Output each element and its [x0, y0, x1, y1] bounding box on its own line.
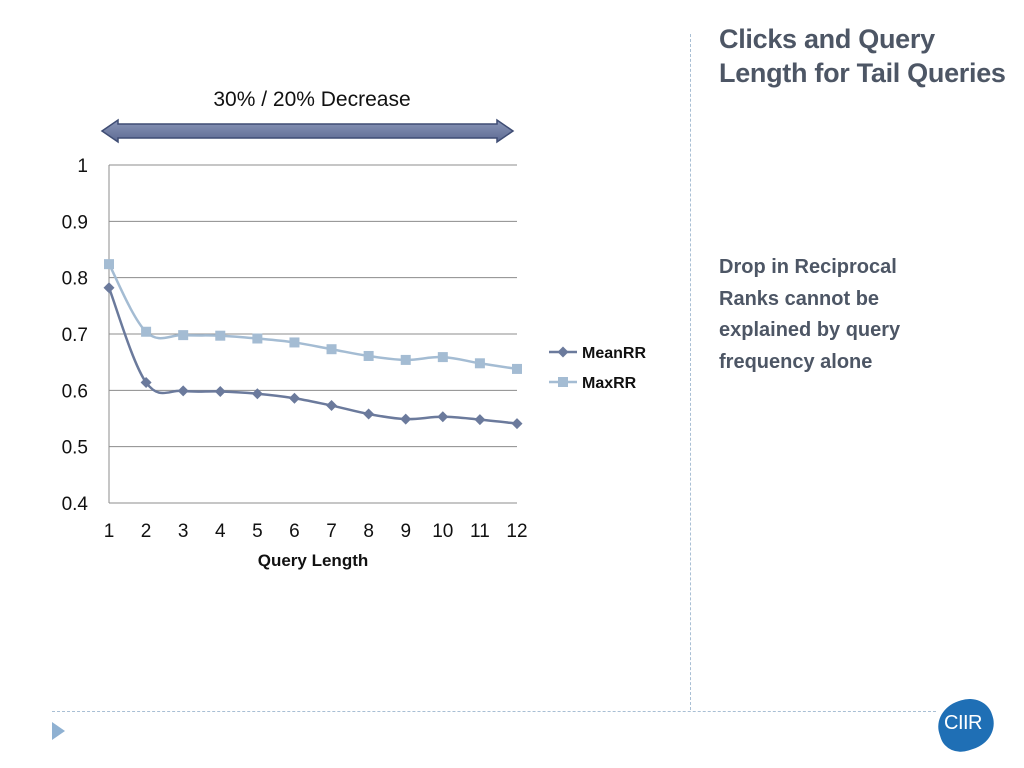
- data-point-maxrr: [474, 358, 485, 369]
- x-tick-label: 7: [326, 521, 337, 542]
- x-tick-label: 4: [215, 521, 226, 542]
- legend-marker-maxrr: [558, 377, 568, 387]
- data-point-meanrr: [511, 418, 523, 430]
- y-tick-label: 0.7: [62, 325, 88, 346]
- data-point-meanrr: [177, 385, 189, 397]
- slide-title: Clicks and Query Length for Tail Queries: [719, 24, 1006, 88]
- play-triangle-icon: [52, 722, 65, 740]
- data-point-meanrr: [437, 411, 449, 423]
- y-tick-label: 0.9: [62, 212, 88, 233]
- data-point-maxrr: [289, 337, 300, 348]
- data-point-maxrr: [437, 352, 448, 363]
- data-point-meanrr: [140, 376, 152, 388]
- vertical-divider: [690, 34, 691, 710]
- data-point-meanrr: [363, 408, 375, 420]
- data-point-maxrr: [252, 333, 263, 344]
- ciir-logo-text: CIIR: [944, 712, 983, 734]
- y-tick-label: 0.5: [62, 438, 88, 459]
- double-arrow-icon: [100, 118, 515, 144]
- data-point-maxrr: [512, 363, 522, 374]
- data-point-maxrr: [141, 326, 152, 337]
- y-tick-label: 0.8: [62, 269, 88, 290]
- x-tick-label: 2: [141, 521, 152, 542]
- series-line-meanrr: [107, 287, 518, 425]
- slide-body-text: Drop in Reciprocal Ranks cannot be expla…: [719, 256, 901, 373]
- data-point-maxrr: [326, 344, 337, 355]
- y-tick-label: 0.4: [62, 494, 89, 515]
- legend-marker-meanrr: [557, 346, 569, 358]
- data-point-meanrr: [288, 392, 300, 404]
- x-tick-label: 12: [506, 521, 527, 542]
- x-tick-label: 3: [178, 521, 189, 542]
- x-tick-label: 1: [104, 521, 115, 542]
- data-point-maxrr: [215, 330, 226, 341]
- x-axis-title: Query Length: [258, 551, 369, 570]
- x-tick-label: 10: [432, 521, 453, 542]
- y-tick-label: 1: [77, 156, 88, 177]
- horizontal-divider: [52, 711, 936, 712]
- x-tick-label: 5: [252, 521, 263, 542]
- data-point-meanrr: [103, 282, 115, 294]
- annotation-text: 30% / 20% Decrease: [213, 88, 410, 111]
- x-tick-label: 9: [400, 521, 411, 542]
- x-tick-label: 11: [470, 521, 490, 542]
- data-point-meanrr: [400, 413, 412, 425]
- data-point-maxrr: [400, 354, 411, 365]
- data-point-maxrr: [363, 350, 374, 361]
- data-point-maxrr: [178, 330, 189, 341]
- data-point-meanrr: [474, 414, 486, 426]
- data-point-meanrr: [326, 400, 338, 412]
- data-point-meanrr: [214, 385, 226, 397]
- data-point-maxrr: [104, 259, 114, 270]
- x-tick-label: 6: [289, 521, 300, 542]
- y-tick-label: 0.6: [62, 381, 88, 402]
- legend-label-maxrr: MaxRR: [582, 375, 637, 392]
- x-tick-label: 8: [363, 521, 374, 542]
- legend-label-meanrr: MeanRR: [582, 345, 646, 362]
- series-line-maxrr: [107, 263, 518, 371]
- data-point-meanrr: [251, 388, 263, 400]
